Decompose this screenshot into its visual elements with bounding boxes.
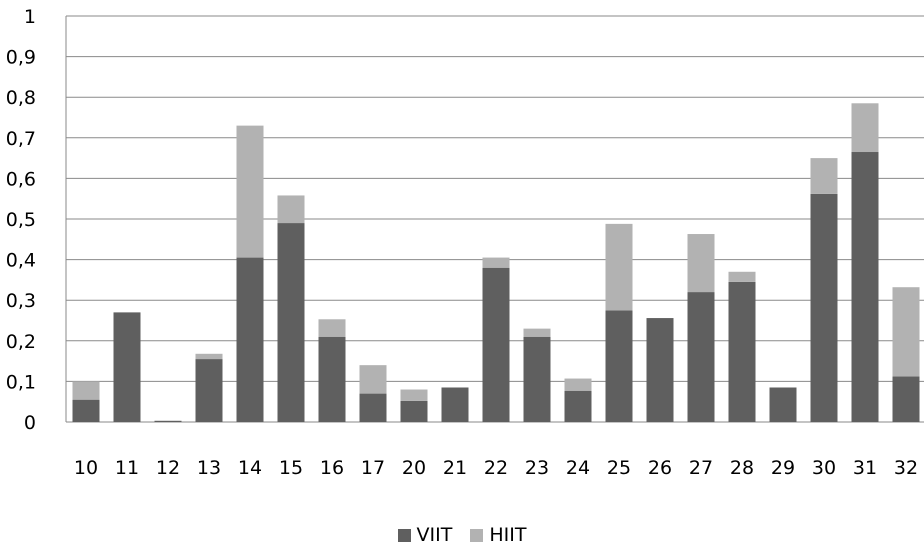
legend: VIIT HIIT [0, 524, 924, 546]
x-tick-label: 16 [320, 457, 344, 479]
x-tick-label: 11 [115, 457, 139, 479]
x-tick-label: 24 [566, 457, 590, 479]
bar-viit [113, 312, 141, 422]
y-tick-label: 0,4 [6, 250, 36, 272]
bar-viit [769, 387, 797, 422]
bar-viit [400, 400, 428, 422]
x-tick-label: 29 [771, 457, 795, 479]
bar-viit [728, 281, 756, 422]
bar-viit [892, 376, 920, 422]
bar-hiit [892, 287, 920, 377]
bar-hiit [72, 381, 100, 400]
bar-viit [195, 359, 223, 422]
bar-viit [318, 336, 346, 422]
x-tick-label: 23 [525, 457, 549, 479]
x-tick-label: 22 [484, 457, 508, 479]
legend-label-viit: VIIT [416, 524, 453, 546]
bar-viit [441, 387, 469, 422]
x-tick-label: 28 [730, 457, 754, 479]
bar-viit [277, 223, 305, 422]
bar-viit [851, 152, 879, 422]
x-tick-label: 14 [238, 457, 262, 479]
bar-hiit [400, 389, 428, 401]
y-tick-label: 0,8 [6, 87, 36, 109]
bar-viit [72, 399, 100, 422]
y-tick-label: 0,3 [6, 290, 36, 312]
x-tick-label: 27 [689, 457, 713, 479]
x-tick-label: 17 [361, 457, 385, 479]
bar-viit [687, 292, 715, 422]
bar-hiit [605, 223, 633, 311]
bar-viit [605, 310, 633, 422]
x-tick-label: 25 [607, 457, 631, 479]
y-tick-label: 0,6 [6, 168, 36, 190]
x-tick-label: 13 [197, 457, 221, 479]
bar-hiit [523, 328, 551, 337]
bar-hiit [810, 158, 838, 194]
y-tick-label: 0,1 [6, 371, 36, 393]
bar-hiit [277, 195, 305, 224]
bar-viit [236, 257, 264, 422]
bar-hiit [236, 125, 264, 258]
y-tick-label: 0,5 [6, 209, 36, 231]
bar-hiit [728, 271, 756, 282]
legend-item-hiit: HIIT [470, 524, 526, 546]
bar-viit [359, 393, 387, 422]
x-tick-label: 32 [894, 457, 918, 479]
bar-viit [646, 318, 674, 422]
x-tick-label: 15 [279, 457, 303, 479]
x-tick-label: 21 [443, 457, 467, 479]
y-tick-label: 0,2 [6, 331, 36, 353]
y-tick-label: 0 [24, 412, 36, 434]
legend-swatch-hiit [470, 528, 484, 542]
bar-viit [482, 267, 510, 422]
x-tick-label: 31 [853, 457, 877, 479]
bar-hiit [318, 319, 346, 337]
bar-hiit [687, 234, 715, 293]
y-tick-label: 0,7 [6, 128, 36, 150]
x-tick-label: 20 [402, 457, 426, 479]
x-tick-label: 12 [156, 457, 180, 479]
bar-viit [523, 336, 551, 422]
bar-hiit [359, 365, 387, 394]
bar-hiit [564, 378, 592, 391]
bar-hiit [195, 353, 223, 360]
legend-swatch-viit [397, 528, 411, 542]
legend-label-hiit: HIIT [489, 524, 527, 546]
bar-viit [564, 390, 592, 422]
x-tick-label: 26 [648, 457, 672, 479]
bar-viit [810, 193, 838, 422]
bar-hiit [851, 103, 879, 153]
y-tick-label: 1 [24, 6, 36, 28]
x-tick-label: 10 [74, 457, 98, 479]
legend-item-viit: VIIT [397, 524, 453, 546]
bar-viit [154, 420, 182, 422]
x-tick-label: 30 [812, 457, 836, 479]
bar-hiit [482, 257, 510, 268]
y-tick-label: 0,9 [6, 47, 36, 69]
